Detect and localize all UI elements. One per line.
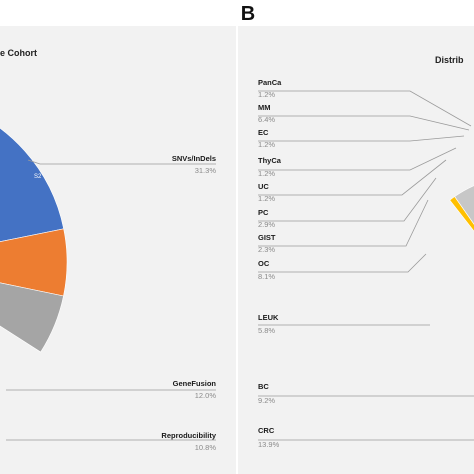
panel-b-pie [449, 185, 474, 232]
leader-line-pc [258, 177, 437, 222]
panel-b: B Distrib PanCa 1.2% MM 6.4% EC 1.2% Thy… [238, 3, 474, 474]
panel-b-title: Distrib [435, 55, 464, 65]
leader-line-snvs-indels [27, 159, 216, 165]
pie-slice-inner-label: S2 [34, 174, 42, 180]
label-crc: CRC [258, 426, 275, 435]
panel-b-background [238, 26, 474, 474]
leader-line-oc [258, 253, 427, 273]
leader-line-gist [258, 199, 429, 247]
percent-pc: 2.9% [258, 220, 275, 229]
percent-thyca: 1.2% [258, 169, 275, 178]
label-pc: PC [258, 208, 269, 217]
percent-reproducibility: 10.8% [195, 443, 217, 452]
pie-slice-mm [454, 185, 474, 225]
label-bc: BC [258, 382, 269, 391]
panel-a-pie [0, 127, 68, 353]
label-thyca: ThyCa [258, 156, 282, 165]
label-reproducibility: Reproducibility [161, 431, 216, 440]
panel-b-letter: B [241, 3, 255, 25]
percent-gist: 2.3% [258, 245, 275, 254]
label-genefusion: GeneFusion [173, 379, 217, 388]
label-mm: MM [258, 103, 271, 112]
pie-slice-snvs-indels [0, 127, 65, 243]
pie-slice-reproducibility [0, 282, 64, 353]
percent-panca: 1.2% [258, 90, 275, 99]
percent-ec: 1.2% [258, 140, 275, 149]
label-ec: EC [258, 128, 269, 137]
leader-line-uc [258, 159, 447, 196]
percent-genefusion: 12.0% [195, 391, 217, 400]
percent-bc: 9.2% [258, 396, 275, 405]
leader-line-ec [258, 135, 465, 142]
panel-a-title: e Cohort [0, 48, 37, 58]
percent-mm: 6.4% [258, 115, 275, 124]
leader-line-panca [258, 90, 472, 127]
percent-uc: 1.2% [258, 194, 275, 203]
label-gist: GIST [258, 233, 276, 242]
percent-leuk: 5.8% [258, 326, 275, 335]
leader-line-mm [258, 115, 470, 131]
panel-a: e Cohort S2 SNVs/InDels 31.3% GeneFusion… [0, 26, 236, 474]
label-oc: OC [258, 259, 270, 268]
label-leuk: LEUK [258, 313, 279, 322]
percent-oc: 8.1% [258, 272, 275, 281]
label-snvs-indels: SNVs/InDels [172, 154, 216, 163]
label-uc: UC [258, 182, 269, 191]
percent-crc: 13.9% [258, 440, 280, 449]
leader-line-thyca [258, 147, 457, 171]
percent-snvs-indels: 31.3% [195, 166, 217, 175]
label-panca: PanCa [258, 78, 282, 87]
